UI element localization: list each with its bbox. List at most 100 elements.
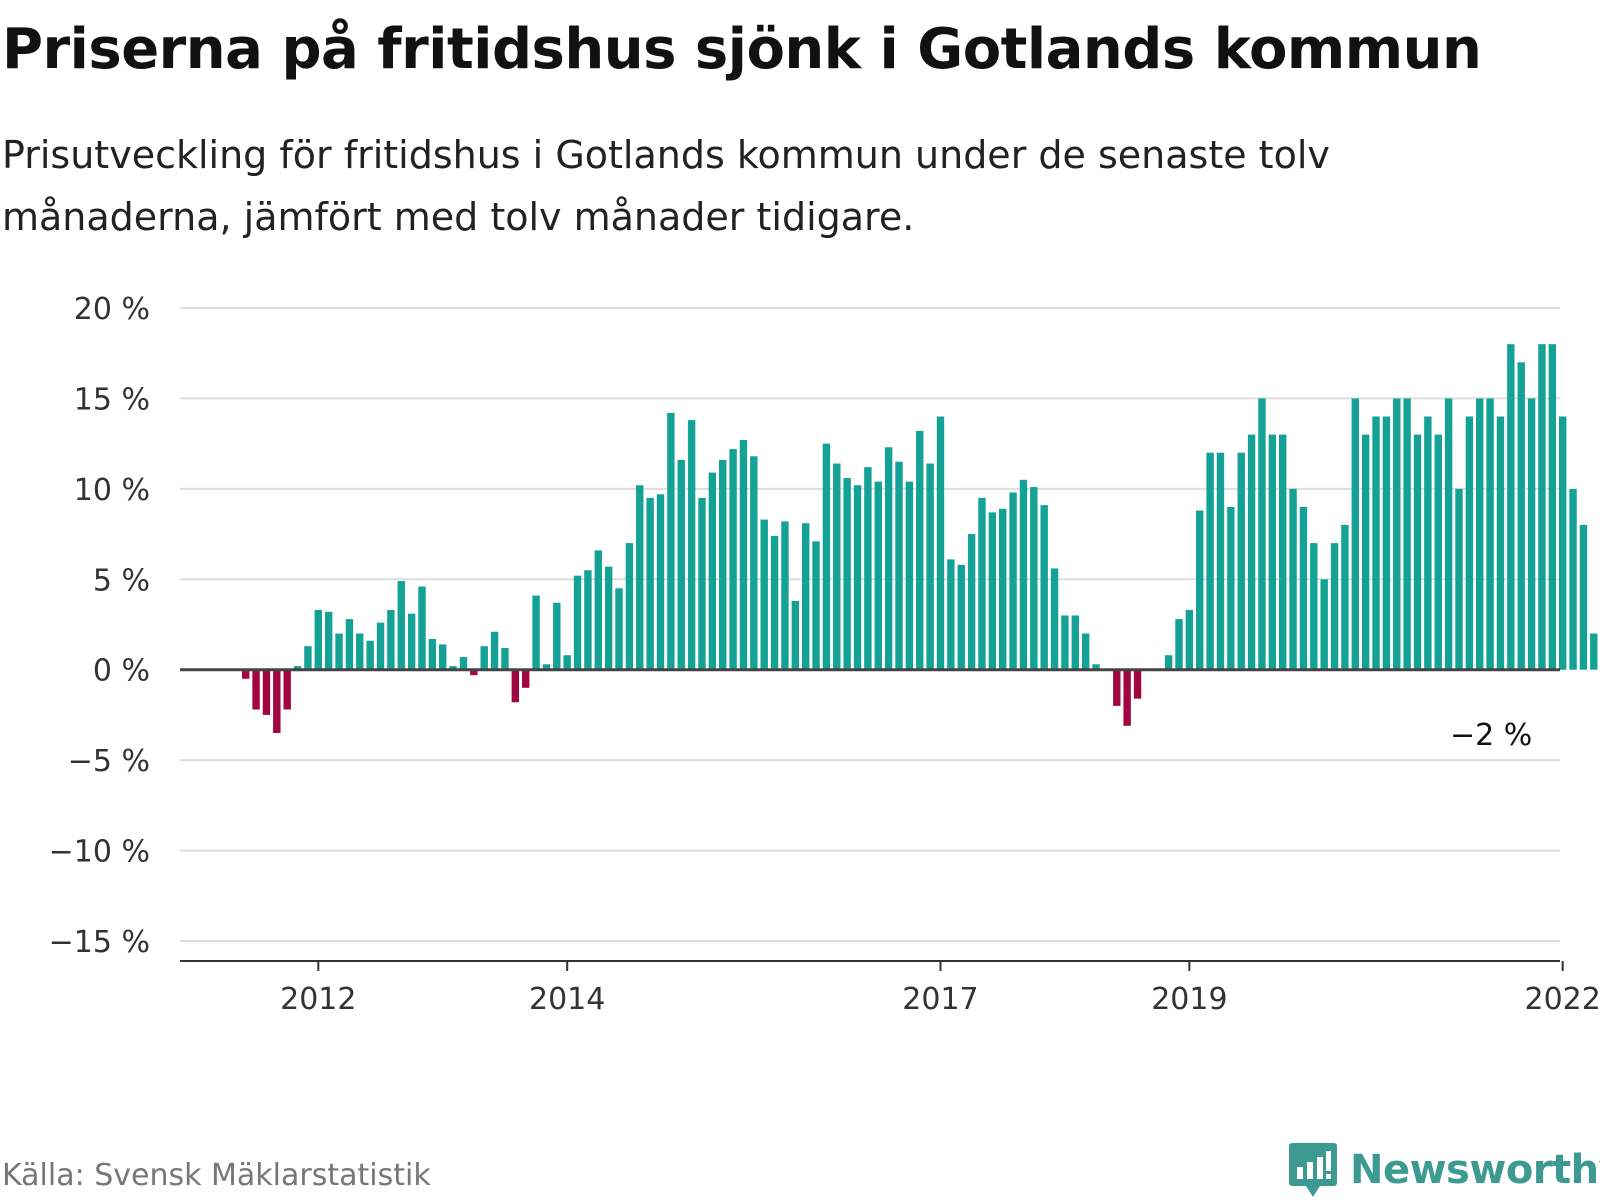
y-tick-label: 15 % <box>74 382 150 417</box>
bar <box>418 586 426 670</box>
bar <box>1133 669 1142 699</box>
bar <box>1444 398 1453 670</box>
bar <box>698 497 706 670</box>
chart-subtitle: Prisutveckling för fritidshus i Gotlands… <box>2 133 1330 239</box>
bar <box>1113 669 1121 706</box>
bar <box>853 485 862 670</box>
bar <box>1289 488 1297 670</box>
bar <box>1569 488 1577 670</box>
bar <box>1040 505 1048 670</box>
bar <box>563 655 571 670</box>
bar <box>936 416 945 670</box>
bar <box>1247 434 1256 670</box>
bar <box>521 669 530 688</box>
bar <box>833 463 841 670</box>
bar <box>636 485 644 670</box>
bar <box>1081 633 1090 670</box>
bar <box>1351 398 1359 670</box>
bar <box>1009 492 1017 670</box>
x-axis-ticks: 201220142017201920222024 <box>280 961 1600 1017</box>
bar <box>1206 452 1214 670</box>
y-tick-label: 20 % <box>74 292 150 327</box>
bar <box>864 467 872 670</box>
source-note: Källa: Svensk Mäklarstatistik <box>2 1158 431 1193</box>
bar <box>791 600 800 670</box>
bar <box>459 657 468 670</box>
bar <box>947 559 955 670</box>
bar <box>335 633 343 670</box>
bar <box>625 543 634 670</box>
bar <box>978 497 986 670</box>
x-tick-label: 2012 <box>280 982 356 1017</box>
bar <box>1227 506 1235 670</box>
bar <box>490 631 499 670</box>
bar <box>1237 452 1245 670</box>
y-tick-label: 0 % <box>93 654 150 689</box>
bar <box>916 430 924 670</box>
bar <box>1279 434 1287 670</box>
bar <box>750 456 758 670</box>
bar <box>1538 344 1546 670</box>
bar <box>273 669 281 734</box>
bar <box>428 638 437 670</box>
bar <box>573 575 582 670</box>
bar <box>1579 525 1588 670</box>
bar <box>677 459 685 670</box>
bar <box>905 481 914 670</box>
bar <box>1123 669 1131 726</box>
bar <box>895 461 903 670</box>
bar <box>480 646 488 670</box>
bar <box>511 669 520 703</box>
bar <box>293 666 302 670</box>
bar <box>1372 416 1380 670</box>
bar <box>1476 398 1484 670</box>
bar <box>1164 655 1173 670</box>
bar <box>449 666 457 670</box>
bar <box>1403 398 1411 670</box>
bar <box>1496 416 1505 670</box>
bar <box>1061 615 1069 670</box>
bar <box>999 508 1007 670</box>
bar <box>719 459 727 670</box>
bar <box>926 463 934 670</box>
bar <box>1465 416 1474 670</box>
x-tick-label: 2019 <box>1151 982 1227 1017</box>
x-tick-label: 2014 <box>529 982 605 1017</box>
bar <box>262 669 271 715</box>
bar <box>1320 579 1328 670</box>
y-tick-label: −10 % <box>49 835 150 870</box>
bar <box>781 521 789 670</box>
x-tick-label: 2022 <box>1525 982 1600 1017</box>
bar <box>770 535 779 670</box>
bar <box>1517 362 1525 670</box>
bar <box>553 602 561 670</box>
bar <box>407 613 416 670</box>
bar <box>843 478 851 670</box>
bar <box>1393 398 1401 670</box>
bar <box>708 472 717 670</box>
bar <box>1071 615 1079 670</box>
chart-title: Priserna på fritidshus sjönk i Gotlands … <box>2 17 1482 82</box>
bar <box>304 646 312 670</box>
bar <box>501 648 509 670</box>
bar <box>801 523 810 670</box>
bar <box>376 622 385 670</box>
bar <box>242 669 250 679</box>
bar <box>1216 452 1225 670</box>
bar <box>1455 488 1463 670</box>
bar <box>687 420 696 670</box>
bar <box>604 566 613 670</box>
bar <box>1299 506 1308 670</box>
y-tick-label: 10 % <box>74 473 150 508</box>
bar <box>1310 543 1318 670</box>
bar <box>1382 416 1391 670</box>
bar <box>1424 416 1432 670</box>
bar <box>1175 619 1183 670</box>
bar <box>324 611 333 670</box>
bar <box>957 564 965 670</box>
bar <box>397 581 405 670</box>
bar <box>345 619 354 670</box>
annotation-label: −2 % <box>1450 718 1532 753</box>
annotation-background <box>1444 719 1530 755</box>
bar <box>1558 416 1567 670</box>
